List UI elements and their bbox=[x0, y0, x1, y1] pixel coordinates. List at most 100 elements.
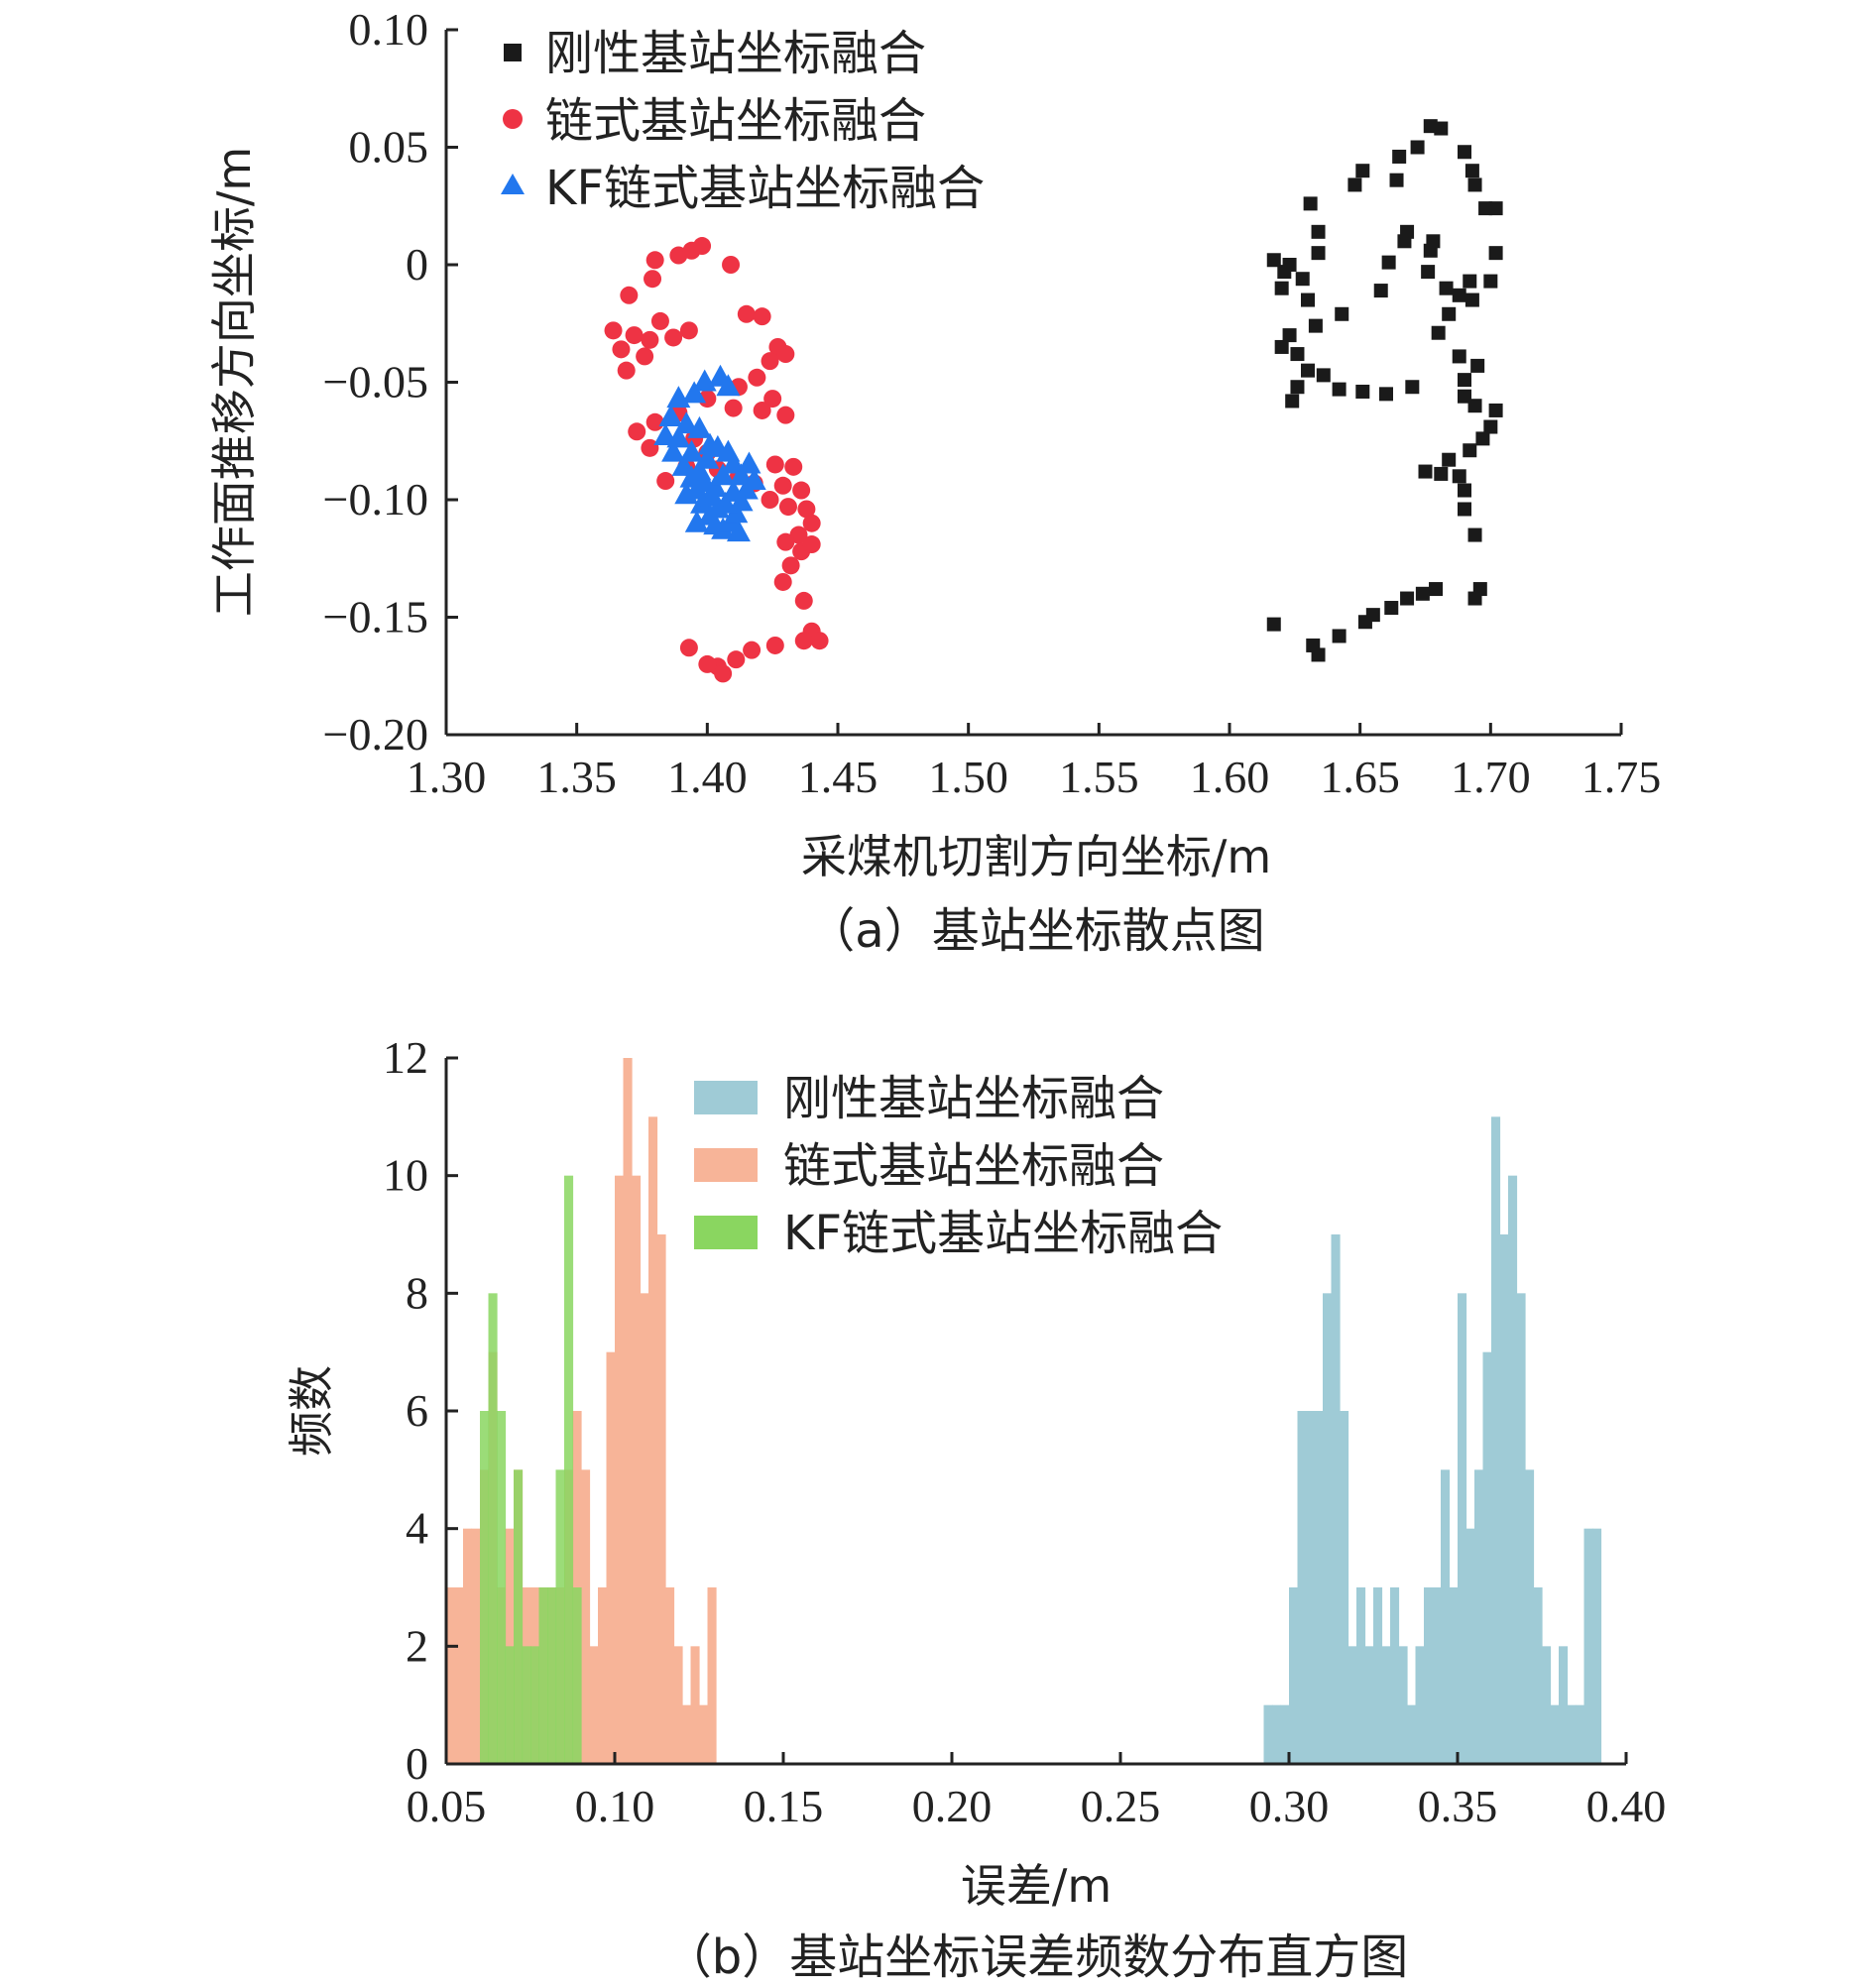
scatter-point-s1-12 bbox=[612, 340, 631, 359]
scatter-point-s0-21 bbox=[1483, 419, 1498, 434]
scatter-point-s1-51 bbox=[781, 556, 800, 575]
histogram-bar-s1-24 bbox=[648, 1116, 658, 1764]
scatter-point-s0-32 bbox=[1316, 368, 1331, 383]
scatter-point-s0-6 bbox=[1384, 601, 1399, 616]
scatter-point-s1-15 bbox=[722, 256, 741, 274]
histogram-bar-s1-19 bbox=[606, 1351, 616, 1764]
scatter-plot-background bbox=[446, 30, 1621, 735]
histogram-legend-label-chain: 链式基站坐标融合 bbox=[783, 1138, 1164, 1194]
histogram-bar-s0-32 bbox=[1533, 1587, 1543, 1764]
histogram-bar-s0-14 bbox=[1381, 1646, 1391, 1764]
histogram-x-tick-label-7: 0.40 bbox=[1586, 1781, 1667, 1831]
histogram-y-tick-label-3: 6 bbox=[406, 1385, 428, 1436]
histogram-bar-s2-5 bbox=[522, 1646, 531, 1764]
histogram-bar-s1-3 bbox=[471, 1528, 481, 1764]
scatter-marks bbox=[604, 119, 1503, 683]
histogram-x-tick-label-1: 0.10 bbox=[575, 1781, 655, 1831]
scatter-point-s0-65 bbox=[1478, 201, 1493, 216]
histogram-bar-s1-7 bbox=[505, 1528, 515, 1764]
histogram-bar-s0-6 bbox=[1314, 1411, 1324, 1764]
scatter-point-s0-30 bbox=[1355, 384, 1370, 399]
legend-swatch-kf bbox=[694, 1216, 758, 1249]
scatter-point-s0-0 bbox=[1266, 617, 1281, 632]
scatter-point-s1-24 bbox=[753, 401, 771, 419]
histogram-panel: 0.05 0.10 0.15 0.20 0.25 0.30 0.35 0.40 0 2 4 6 8 10 1… bbox=[285, 1032, 1666, 1985]
scatter-point-s0-36 bbox=[1290, 347, 1305, 362]
scatter-point-s0-46 bbox=[1295, 272, 1310, 287]
scatter-x-tick-label-6: 1.60 bbox=[1190, 752, 1270, 802]
histogram-bar-s0-16 bbox=[1398, 1646, 1408, 1764]
scatter-point-s0-70 bbox=[1434, 121, 1449, 136]
scatter-x-tick-label-5: 1.55 bbox=[1059, 752, 1139, 802]
scatter-point-s1-9 bbox=[664, 328, 683, 347]
histogram-bar-s0-29 bbox=[1508, 1175, 1518, 1764]
scatter-point-s1-44 bbox=[792, 481, 811, 500]
scatter-point-s0-7 bbox=[1400, 591, 1415, 606]
histogram-y-axis-title: 频数 bbox=[285, 1365, 338, 1457]
legend-circle-marker bbox=[503, 109, 523, 129]
scatter-point-s0-26 bbox=[1470, 358, 1485, 373]
scatter-point-s0-35 bbox=[1285, 394, 1300, 409]
histogram-bar-s0-13 bbox=[1373, 1587, 1383, 1764]
scatter-point-s0-76 bbox=[1347, 177, 1362, 192]
histogram-bar-s1-0 bbox=[446, 1587, 456, 1764]
scatter-point-s1-62 bbox=[714, 664, 733, 683]
scatter-point-s0-15 bbox=[1452, 469, 1466, 484]
scatter-point-s1-55 bbox=[810, 632, 829, 650]
scatter-point-s2-20 bbox=[721, 451, 746, 474]
scatter-point-s0-3 bbox=[1332, 629, 1347, 643]
legend-swatch-rigid bbox=[694, 1081, 758, 1114]
scatter-point-s0-20 bbox=[1475, 431, 1490, 446]
scatter-point-s1-48 bbox=[776, 532, 795, 551]
scatter-point-s1-59 bbox=[727, 650, 746, 669]
legend-square-marker bbox=[504, 44, 522, 61]
scatter-point-s0-2 bbox=[1311, 647, 1326, 662]
scatter-point-s1-43 bbox=[778, 498, 797, 517]
histogram-bar-s2-11 bbox=[572, 1587, 582, 1764]
scatter-point-s0-72 bbox=[1410, 140, 1425, 155]
scatter-point-s2-7 bbox=[661, 439, 686, 462]
scatter-x-tick-label-2: 1.40 bbox=[667, 752, 748, 802]
scatter-point-s1-20 bbox=[761, 352, 779, 371]
scatter-point-s1-31 bbox=[641, 438, 659, 457]
histogram-bar-s2-7 bbox=[538, 1587, 548, 1764]
scatter-point-s0-17 bbox=[1418, 464, 1433, 479]
histogram-x-tick-label-2: 0.15 bbox=[744, 1781, 824, 1831]
scatter-point-s2-38 bbox=[674, 482, 699, 505]
histogram-y-tick-label-2: 4 bbox=[406, 1503, 428, 1554]
scatter-point-s0-53 bbox=[1400, 224, 1415, 239]
scatter-point-s2-39 bbox=[684, 510, 709, 532]
scatter-point-s0-62 bbox=[1483, 274, 1498, 289]
histogram-bar-s0-21 bbox=[1441, 1469, 1451, 1764]
scatter-point-s0-33 bbox=[1301, 363, 1315, 378]
scatter-point-s2-32 bbox=[666, 425, 691, 448]
scatter-point-s0-24 bbox=[1458, 389, 1471, 404]
histogram-bar-s0-9 bbox=[1340, 1411, 1349, 1764]
histogram-bar-s0-3 bbox=[1289, 1587, 1299, 1764]
scatter-point-s2-4 bbox=[716, 374, 741, 397]
scatter-point-s1-13 bbox=[636, 347, 654, 366]
histogram-bar-s2-10 bbox=[564, 1175, 574, 1764]
histogram-bar-s0-5 bbox=[1306, 1411, 1316, 1764]
histogram-bar-s0-7 bbox=[1323, 1293, 1333, 1764]
scatter-point-s0-48 bbox=[1311, 224, 1326, 239]
legend-triangle-marker bbox=[501, 174, 525, 194]
scatter-point-s0-40 bbox=[1335, 306, 1349, 321]
scatter-point-s1-19 bbox=[776, 345, 795, 364]
scatter-point-s0-44 bbox=[1266, 253, 1281, 268]
scatter-point-s1-14 bbox=[617, 361, 636, 380]
scatter-point-s1-40 bbox=[784, 457, 803, 476]
scatter-point-s0-34 bbox=[1290, 380, 1305, 395]
histogram-bar-s1-28 bbox=[682, 1704, 692, 1764]
scatter-point-s0-61 bbox=[1463, 274, 1477, 289]
scatter-point-s0-59 bbox=[1442, 306, 1457, 321]
histogram-bar-s0-39 bbox=[1592, 1528, 1602, 1764]
scatter-point-s1-26 bbox=[724, 399, 743, 417]
histogram-bar-s0-27 bbox=[1491, 1116, 1501, 1764]
scatter-point-s1-8 bbox=[641, 330, 659, 349]
scatter-point-s2-34 bbox=[687, 415, 712, 438]
scatter-point-s0-49 bbox=[1303, 196, 1318, 211]
histogram-x-tick-label-0: 0.05 bbox=[407, 1781, 487, 1831]
scatter-point-s2-1 bbox=[682, 381, 707, 404]
